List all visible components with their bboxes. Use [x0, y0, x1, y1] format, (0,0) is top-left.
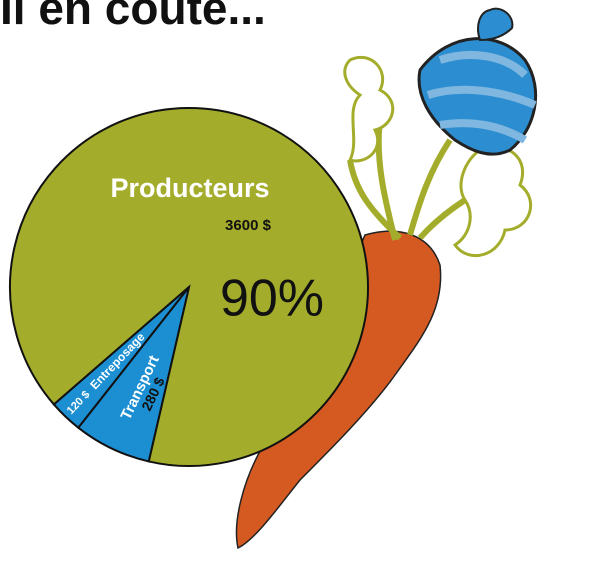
annotation: 90%: [220, 270, 324, 328]
chart-title: Il en coûte...: [0, 0, 266, 34]
slice-name: Producteurs: [110, 173, 269, 203]
value-label: 3600 $: [225, 217, 272, 234]
carrot-illustration: [235, 7, 538, 550]
pie-slice: [52, 286, 190, 430]
pie: [9, 107, 369, 467]
